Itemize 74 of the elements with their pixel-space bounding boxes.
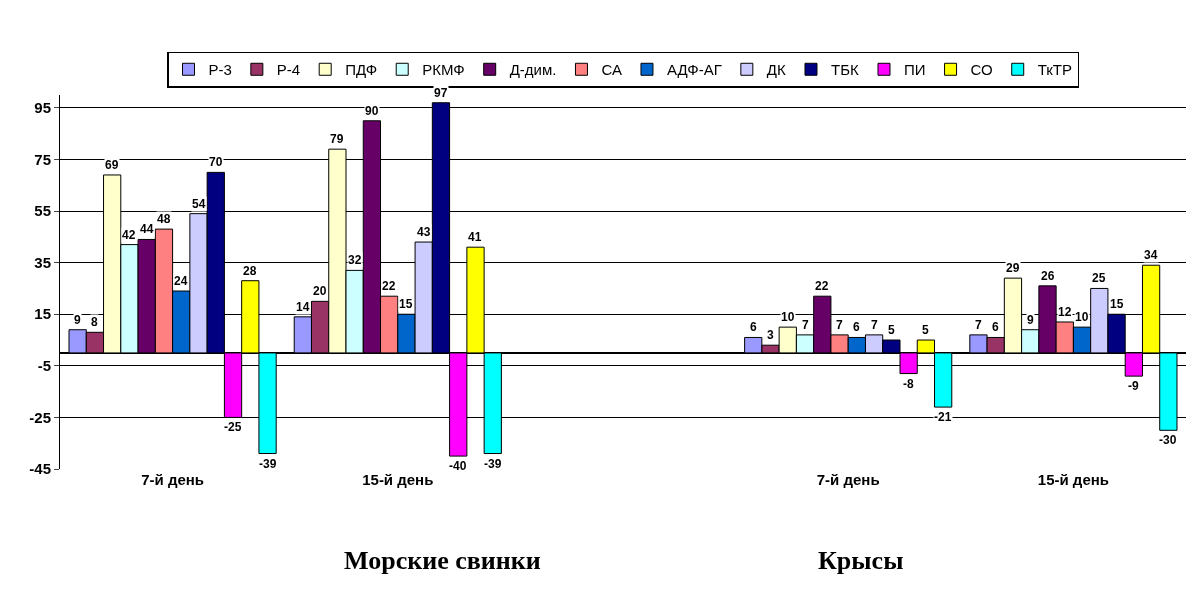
data-label: 7 bbox=[871, 318, 878, 332]
legend-label: ПИ bbox=[903, 61, 926, 79]
y-tick-label: -5 bbox=[37, 357, 51, 375]
data-label: 22 bbox=[382, 279, 396, 293]
data-label: 9 bbox=[1027, 313, 1034, 327]
legend-label: СА bbox=[601, 61, 622, 79]
data-label: 69 bbox=[105, 158, 119, 172]
y-tick-label: 55 bbox=[34, 202, 51, 220]
data-label: 48 bbox=[157, 212, 171, 226]
data-label: 25 bbox=[1092, 271, 1106, 285]
legend-label: РКМФ bbox=[422, 61, 465, 79]
data-label: 3 bbox=[767, 328, 774, 342]
data-label: 5 bbox=[922, 323, 929, 337]
legend-label: ТкТР bbox=[1037, 61, 1072, 79]
data-label: 90 bbox=[365, 104, 379, 118]
data-label: 8 bbox=[91, 315, 98, 329]
data-label: -8 bbox=[903, 377, 914, 391]
data-label: 5 bbox=[888, 323, 895, 337]
data-label: 6 bbox=[750, 320, 757, 334]
data-label: 26 bbox=[1041, 269, 1055, 283]
data-label: 15 bbox=[1110, 297, 1124, 311]
data-label: -30 bbox=[1159, 433, 1177, 447]
data-label: 28 bbox=[243, 264, 257, 278]
data-label: 10 bbox=[1075, 310, 1089, 324]
data-label: 41 bbox=[468, 230, 482, 244]
data-label: 14 bbox=[296, 300, 310, 314]
data-label: 42 bbox=[122, 228, 136, 242]
text: Морские свинки bbox=[344, 546, 541, 575]
data-label: 22 bbox=[815, 279, 829, 293]
legend-label: ТБК bbox=[830, 61, 859, 79]
y-tick-label: 15 bbox=[34, 305, 51, 323]
data-label: 7 bbox=[802, 318, 809, 332]
y-tick-label: -45 bbox=[29, 460, 51, 478]
data-label: 44 bbox=[140, 222, 154, 236]
y-tick-label: 35 bbox=[34, 253, 51, 271]
data-label: 70 bbox=[209, 155, 223, 169]
data-label: 7 bbox=[975, 318, 982, 332]
legend-label: СО bbox=[970, 61, 993, 79]
data-label: 12 bbox=[1058, 305, 1072, 319]
legend-label: Д-дим. bbox=[509, 61, 557, 79]
data-label: 20 bbox=[313, 284, 327, 298]
legend-label: АДФ-АГ bbox=[666, 61, 722, 79]
data-label: 79 bbox=[330, 132, 344, 146]
data-label: -39 bbox=[484, 457, 502, 471]
x-tick-label: 7-й день bbox=[141, 471, 205, 488]
data-label: 9 bbox=[74, 313, 81, 327]
y-tick-label: 95 bbox=[34, 99, 51, 117]
data-label: 34 bbox=[1144, 248, 1158, 262]
data-label: 15 bbox=[399, 297, 413, 311]
data-label: -21 bbox=[934, 410, 952, 424]
legend-label: ДК bbox=[766, 61, 786, 79]
legend-label: Р-3 bbox=[208, 61, 232, 79]
data-label: 43 bbox=[417, 225, 431, 239]
data-label: -9 bbox=[1128, 379, 1139, 393]
data-label: 24 bbox=[174, 274, 188, 288]
data-label: 97 bbox=[434, 86, 448, 100]
legend-label: Р-4 bbox=[276, 61, 301, 79]
x-tick-label: 15-й день bbox=[1037, 471, 1110, 488]
y-tick-label: -25 bbox=[29, 408, 51, 426]
data-label: 7 bbox=[836, 318, 843, 332]
data-label: 32 bbox=[348, 253, 362, 267]
y-tick-label: 75 bbox=[34, 150, 51, 168]
data-label: -40 bbox=[449, 459, 467, 473]
data-label: 10 bbox=[781, 310, 795, 324]
data-label: 54 bbox=[192, 197, 206, 211]
data-label: -39 bbox=[259, 457, 277, 471]
data-label: 29 bbox=[1006, 261, 1020, 275]
text: Крысы bbox=[818, 546, 904, 575]
data-label: -25 bbox=[224, 420, 242, 434]
x-tick-label: 7-й день bbox=[816, 471, 880, 488]
data-label: 6 bbox=[853, 320, 860, 334]
data-label: 6 bbox=[992, 320, 999, 334]
legend-label: ПДФ bbox=[345, 61, 378, 79]
x-tick-label: 15-й день bbox=[362, 471, 434, 488]
